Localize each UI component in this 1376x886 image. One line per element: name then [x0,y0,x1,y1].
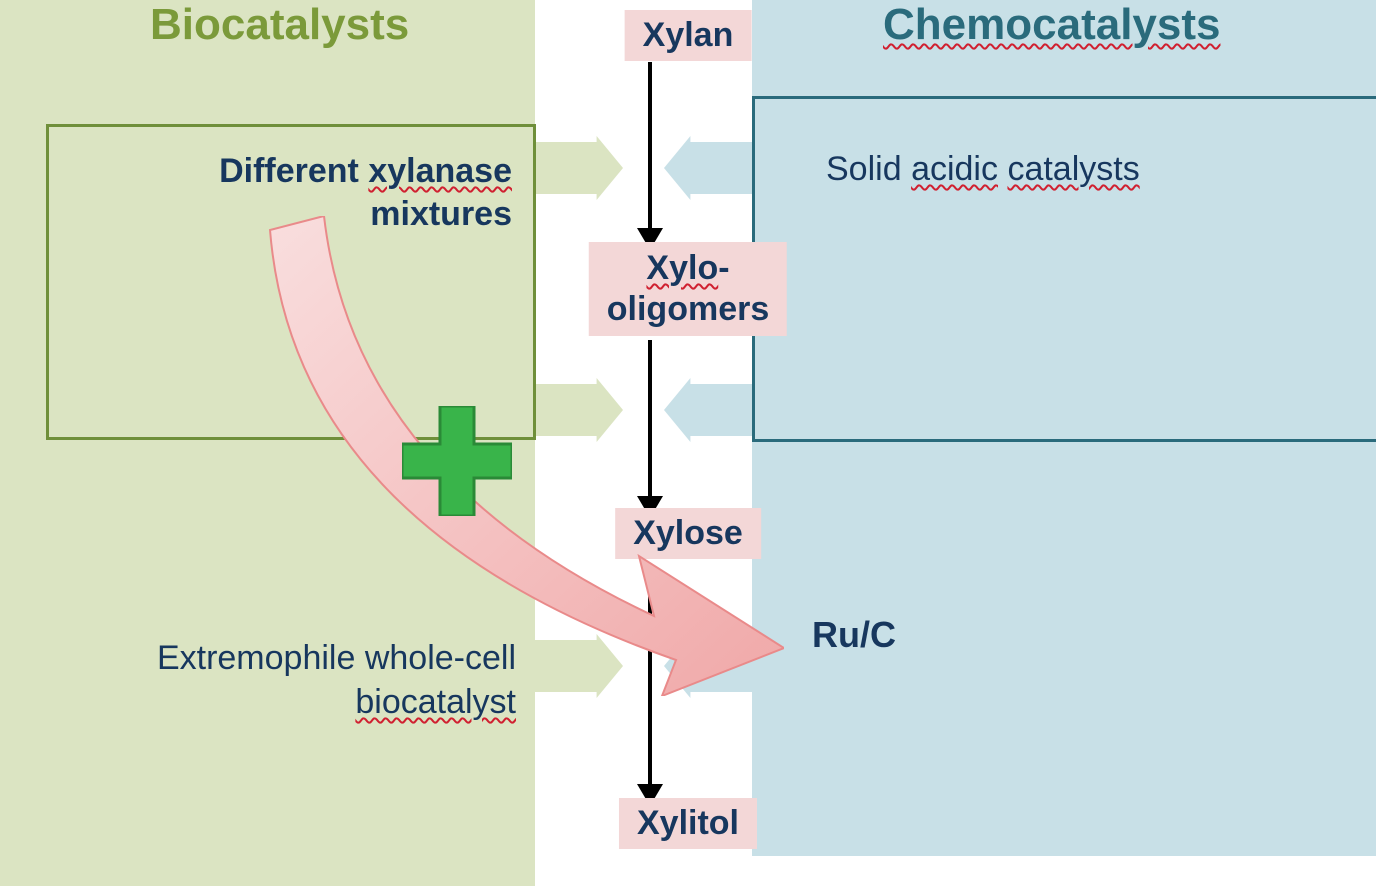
ru-c-label: Ru/C [812,614,896,656]
node-xylan: Xylan [625,10,752,61]
node-xylitol: Xylitol [619,798,757,849]
plus-icon [402,406,512,516]
chemocatalysts-title: Chemocatalysts [883,0,1220,50]
solid-acidic-text: Solid acidic catalysts [826,150,1140,189]
left-block-arrow-1 [535,136,623,200]
right-block-arrow-1 [664,136,752,200]
biocatalysts-title: Biocatalysts [150,0,409,50]
solid-acidic-box [752,96,1376,442]
path-arrow-1-line [648,62,652,230]
